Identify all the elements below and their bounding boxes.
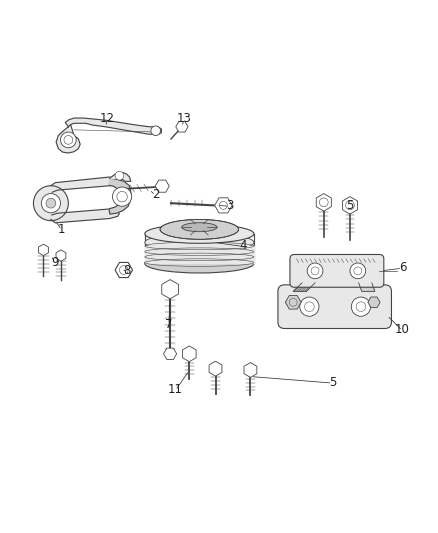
Polygon shape (163, 348, 177, 359)
Text: 5: 5 (329, 376, 336, 389)
Polygon shape (316, 193, 332, 211)
Circle shape (60, 132, 76, 148)
Text: 12: 12 (100, 111, 115, 125)
Polygon shape (359, 283, 375, 292)
Polygon shape (368, 297, 380, 308)
Polygon shape (343, 197, 357, 214)
Polygon shape (183, 346, 196, 362)
FancyBboxPatch shape (278, 285, 392, 328)
Circle shape (41, 193, 60, 213)
Polygon shape (109, 179, 131, 214)
Circle shape (151, 126, 160, 135)
Text: 9: 9 (52, 256, 59, 269)
Polygon shape (145, 246, 254, 263)
Ellipse shape (160, 220, 239, 239)
Polygon shape (215, 198, 232, 213)
Text: 3: 3 (226, 199, 233, 212)
Ellipse shape (145, 254, 254, 273)
Polygon shape (293, 283, 315, 292)
Polygon shape (56, 250, 66, 261)
Text: 10: 10 (395, 324, 410, 336)
Polygon shape (51, 177, 119, 192)
Polygon shape (209, 361, 222, 376)
Text: 13: 13 (177, 111, 191, 125)
Polygon shape (115, 262, 133, 278)
Polygon shape (176, 122, 188, 132)
Polygon shape (244, 362, 257, 377)
Circle shape (113, 187, 132, 206)
Text: 8: 8 (124, 264, 131, 277)
Circle shape (115, 171, 124, 180)
Circle shape (46, 198, 56, 208)
Text: 7: 7 (165, 318, 173, 330)
Circle shape (307, 263, 323, 279)
Ellipse shape (145, 224, 254, 243)
Circle shape (350, 263, 366, 279)
Ellipse shape (182, 223, 217, 232)
Ellipse shape (145, 233, 254, 252)
Polygon shape (39, 244, 48, 256)
Text: 11: 11 (168, 383, 183, 396)
Text: 1: 1 (58, 223, 66, 236)
Text: 4: 4 (239, 239, 247, 252)
FancyBboxPatch shape (290, 254, 384, 287)
Polygon shape (110, 173, 131, 181)
Polygon shape (286, 295, 301, 309)
Polygon shape (51, 209, 120, 223)
Polygon shape (162, 280, 178, 299)
Circle shape (33, 185, 68, 221)
Text: 2: 2 (152, 188, 159, 201)
Text: 5: 5 (346, 199, 353, 212)
Text: 6: 6 (399, 261, 406, 274)
Polygon shape (56, 125, 80, 153)
Polygon shape (65, 118, 161, 134)
Polygon shape (155, 180, 169, 192)
Circle shape (300, 297, 319, 316)
Circle shape (351, 297, 371, 316)
